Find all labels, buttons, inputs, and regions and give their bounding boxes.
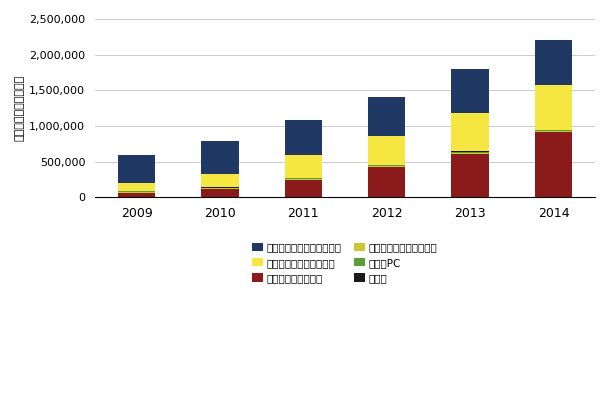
Bar [535, 40, 572, 85]
Bar [118, 193, 156, 198]
Legend: プレゼンテーション他想化, アプリケーション他想化, デスクトップ他想化, イメージストリーミング, ブレーPC, その他: プレゼンテーション他想化, アプリケーション他想化, デスクトップ他想化, イメ… [248, 238, 442, 287]
Bar [535, 130, 572, 131]
Bar [118, 183, 156, 191]
Bar [368, 166, 406, 168]
Bar [284, 179, 322, 180]
Bar [284, 155, 322, 178]
Bar [284, 180, 322, 198]
Bar [368, 97, 406, 136]
Bar [368, 168, 406, 198]
Bar [201, 174, 239, 188]
Bar [201, 188, 239, 189]
Bar [535, 131, 572, 132]
Bar [201, 142, 239, 174]
Bar [451, 152, 489, 153]
Bar [451, 154, 489, 198]
Bar [451, 153, 489, 154]
Bar [284, 120, 322, 155]
Bar [284, 178, 322, 179]
Bar [201, 189, 239, 198]
Y-axis label: （出荷ライセンス数）: （出荷ライセンス数） [15, 75, 25, 141]
Bar [118, 155, 156, 183]
Bar [368, 165, 406, 166]
Bar [118, 192, 156, 193]
Bar [451, 69, 489, 112]
Bar [368, 136, 406, 165]
Bar [535, 132, 572, 198]
Bar [535, 85, 572, 130]
Bar [118, 191, 156, 192]
Bar [451, 112, 489, 152]
